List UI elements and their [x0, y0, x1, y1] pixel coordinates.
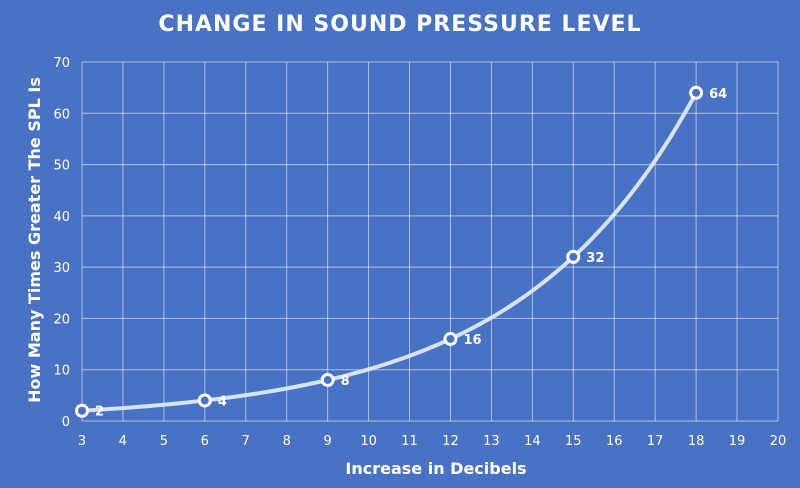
y-tick-label: 70 — [53, 56, 70, 71]
data-points — [75, 85, 704, 418]
x-tick-label: 16 — [606, 434, 623, 449]
data-labels: 2 4 8 16 32 64 — [95, 87, 727, 420]
data-label: 64 — [709, 87, 727, 102]
x-tick-label: 10 — [360, 434, 377, 449]
data-point — [197, 393, 212, 408]
y-tick-label: 10 — [53, 364, 70, 379]
x-tick-label: 12 — [442, 434, 459, 449]
y-tick-label: 60 — [53, 107, 70, 122]
x-tick-label: 19 — [729, 434, 746, 449]
x-tick-label: 11 — [401, 434, 418, 449]
x-tick-label: 5 — [160, 434, 168, 449]
chart-title: CHANGE IN SOUND PRESSURE LEVEL — [158, 12, 641, 37]
x-tick-label: 20 — [770, 434, 787, 449]
data-label: 2 — [95, 405, 104, 420]
data-point — [689, 85, 704, 100]
y-tick-label: 50 — [53, 159, 70, 174]
data-label: 4 — [218, 394, 227, 409]
data-point — [75, 403, 89, 418]
x-axis-title: Increase in Decibels — [345, 459, 526, 478]
x-tick-label: 6 — [201, 434, 209, 449]
y-tick-label: 0 — [62, 415, 70, 430]
data-label: 16 — [463, 333, 481, 348]
data-point — [443, 331, 458, 346]
x-tick-label: 18 — [688, 434, 705, 449]
y-axis-title: How Many Times Greater The SPL Is — [25, 77, 44, 403]
y-tick-label: 20 — [53, 312, 70, 327]
x-tick-label: 15 — [565, 434, 582, 449]
data-point — [320, 372, 335, 387]
data-label: 32 — [586, 251, 604, 266]
series-line — [80, 90, 699, 413]
x-tick-label: 9 — [324, 434, 332, 449]
x-tick-label: 4 — [119, 434, 127, 449]
y-tick-label: 30 — [53, 261, 70, 276]
tick-labels: 3 4 5 6 7 8 9 10 11 12 13 14 15 16 17 18 19 20 0 10 20 30 40 50… — [53, 56, 786, 449]
x-tick-label: 14 — [524, 434, 541, 449]
data-label: 8 — [341, 374, 350, 389]
x-tick-label: 3 — [78, 434, 86, 449]
x-tick-label: 8 — [283, 434, 291, 449]
x-tick-label: 13 — [483, 434, 500, 449]
grid — [81, 61, 779, 422]
data-point — [566, 249, 581, 264]
x-tick-label: 17 — [647, 434, 664, 449]
x-tick-label: 7 — [242, 434, 250, 449]
y-tick-label: 40 — [53, 210, 70, 225]
